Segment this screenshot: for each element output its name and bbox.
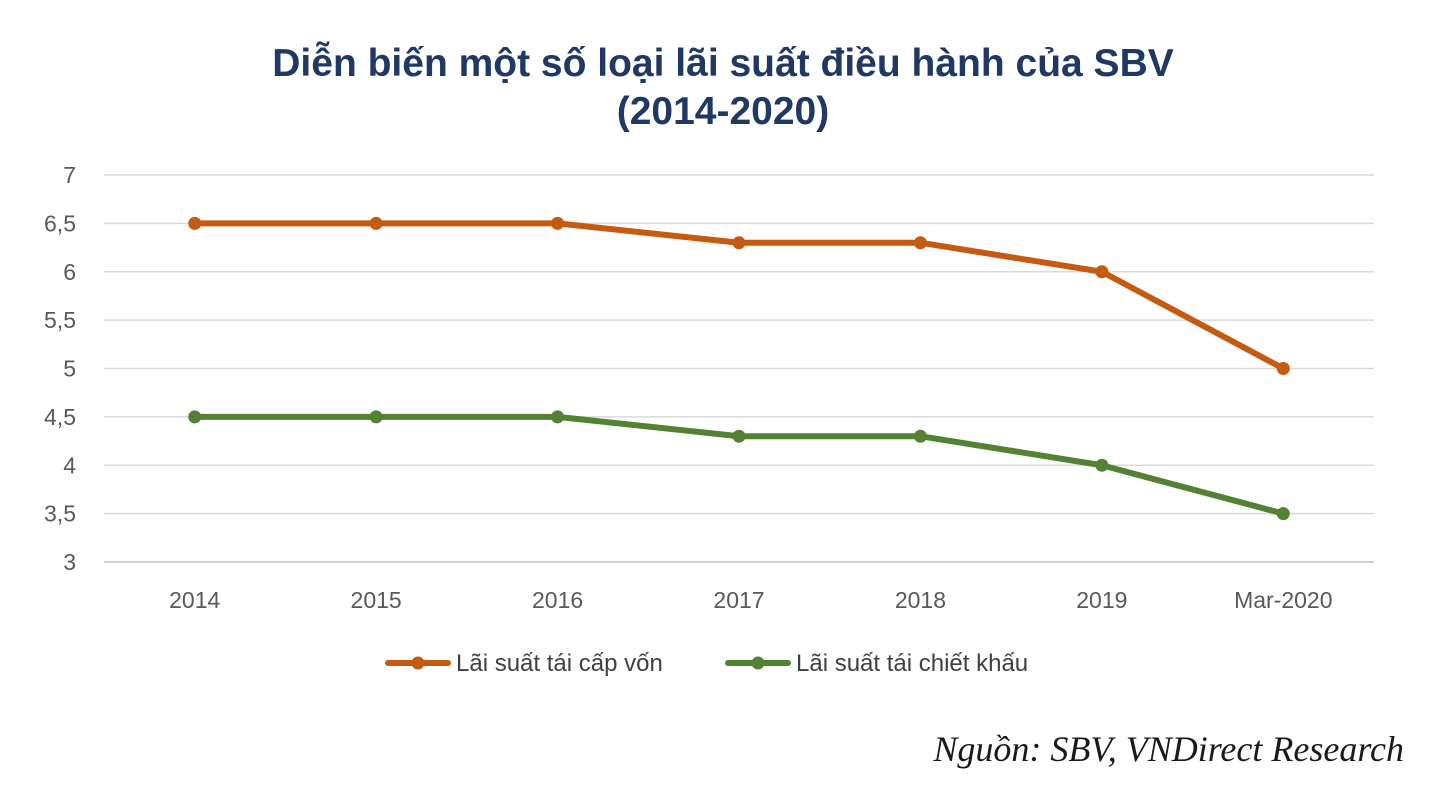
y-tick-label: 4,5 bbox=[44, 404, 76, 430]
data-point bbox=[1276, 507, 1290, 521]
data-point bbox=[551, 410, 565, 424]
data-point bbox=[1095, 458, 1109, 472]
y-tick-label: 5,5 bbox=[44, 307, 76, 333]
legend-label: Lãi suất tái chiết khấu bbox=[796, 650, 1028, 677]
data-point bbox=[913, 429, 927, 443]
chart-title: Diễn biến một số loại lãi suất điều hành… bbox=[0, 40, 1446, 136]
series-group bbox=[188, 410, 1290, 521]
legend-item: Lãi suất tái cấp vốn bbox=[385, 650, 663, 677]
data-point bbox=[1095, 265, 1109, 279]
x-axis-ticks: 2014 2015 2016 2017 2018 2019 Mar-2020 bbox=[169, 587, 1332, 613]
y-tick-label: 6,5 bbox=[44, 210, 76, 236]
gridlines bbox=[104, 174, 1374, 563]
data-point bbox=[732, 236, 746, 250]
series-lines bbox=[188, 216, 1290, 521]
y-axis-ticks: 3 3,5 4 4,5 5 5,5 6 6,5 7 bbox=[44, 162, 76, 575]
data-point bbox=[551, 216, 565, 230]
data-point bbox=[913, 236, 927, 250]
y-tick-label: 3 bbox=[63, 549, 76, 575]
x-tick-label: 2016 bbox=[532, 587, 583, 613]
data-point bbox=[188, 216, 202, 230]
x-tick-label: Mar-2020 bbox=[1234, 587, 1332, 613]
legend-marker bbox=[751, 656, 765, 670]
series-group bbox=[188, 216, 1290, 375]
data-point bbox=[369, 216, 383, 230]
x-tick-label: 2017 bbox=[713, 587, 764, 613]
x-tick-label: 2019 bbox=[1076, 587, 1127, 613]
y-tick-label: 4 bbox=[63, 452, 76, 478]
y-tick-label: 6 bbox=[63, 259, 76, 285]
chart-subtitle: (2014-2020) bbox=[616, 90, 830, 133]
data-point bbox=[188, 410, 202, 424]
legend: Lãi suất tái cấp vốn Lãi suất tái chiết k… bbox=[385, 650, 1028, 677]
legend-marker bbox=[411, 656, 425, 670]
source-note: Nguồn: SBV, VNDirect Research bbox=[933, 729, 1404, 769]
data-point bbox=[732, 429, 746, 443]
chart-title-main: Diễn biến một số loại lãi suất điều hành… bbox=[272, 42, 1174, 85]
x-tick-label: 2018 bbox=[895, 587, 946, 613]
y-tick-label: 5 bbox=[63, 356, 76, 382]
x-tick-label: 2015 bbox=[351, 587, 402, 613]
data-point bbox=[369, 410, 383, 424]
y-tick-label: 3,5 bbox=[44, 501, 76, 527]
legend-item: Lãi suất tái chiết khấu bbox=[725, 650, 1028, 677]
data-point bbox=[1276, 362, 1290, 375]
legend-label: Lãi suất tái cấp vốn bbox=[456, 650, 663, 677]
y-tick-label: 7 bbox=[63, 162, 76, 188]
x-tick-label: 2014 bbox=[169, 587, 220, 613]
